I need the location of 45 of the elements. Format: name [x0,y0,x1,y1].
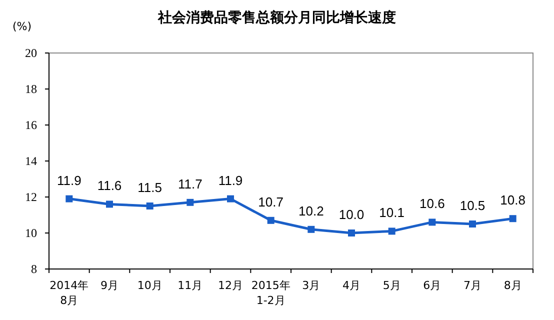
text: 11.9 [56,172,82,188]
point [186,198,194,206]
y-tick-label: 14 [25,154,37,168]
text: 10.8 [500,192,526,208]
x-tick-label: 2015年 1-2月 [251,279,290,307]
point [106,200,113,208]
x-tick-label: 6月 [423,279,442,292]
x-tick-label: 2014年 8月 [50,279,89,307]
point [227,195,234,202]
y-tick-label: 10 [25,226,37,240]
point [66,195,73,202]
x-tick-label: 4月 [342,279,360,292]
text: 10.5 [460,198,486,213]
x-tick-label: 3月 [302,279,320,292]
chart-title: 社会消费品零售总额分月同比增长速度 [157,9,396,26]
point [308,226,315,233]
point [146,202,154,210]
point [509,215,516,222]
x-tick-label: 9月 [100,279,118,292]
text: 10.7 [258,194,284,210]
y-tick-label: 18 [25,82,37,96]
x-tick-label: 7月 [464,279,482,292]
y-tick-label: 16 [25,118,37,132]
y-tick-label: 12 [25,190,37,204]
y-tick-label: 20 [25,46,37,60]
x-tick-label: 8月 [504,279,522,292]
point [428,218,436,226]
text: 10.1 [379,205,404,220]
point [267,216,274,224]
text: 11.7 [178,176,202,192]
x-tick-label: 5月 [382,279,401,292]
point [348,230,355,236]
x-tick-label: 12月 [218,279,243,292]
text: 10.0 [338,207,364,222]
y-tick-label: 8 [31,262,37,276]
y-axis-title: (%) [12,20,32,33]
x-tick-label: 11月 [178,279,203,292]
text: 11.9 [218,172,243,188]
x-tick-label: 10月 [137,279,162,292]
point [388,228,396,235]
text: 10.6 [420,196,445,212]
point [469,220,476,228]
text: 11.6 [97,178,122,194]
text: 10.2 [298,203,324,218]
text: 11.5 [138,180,162,195]
